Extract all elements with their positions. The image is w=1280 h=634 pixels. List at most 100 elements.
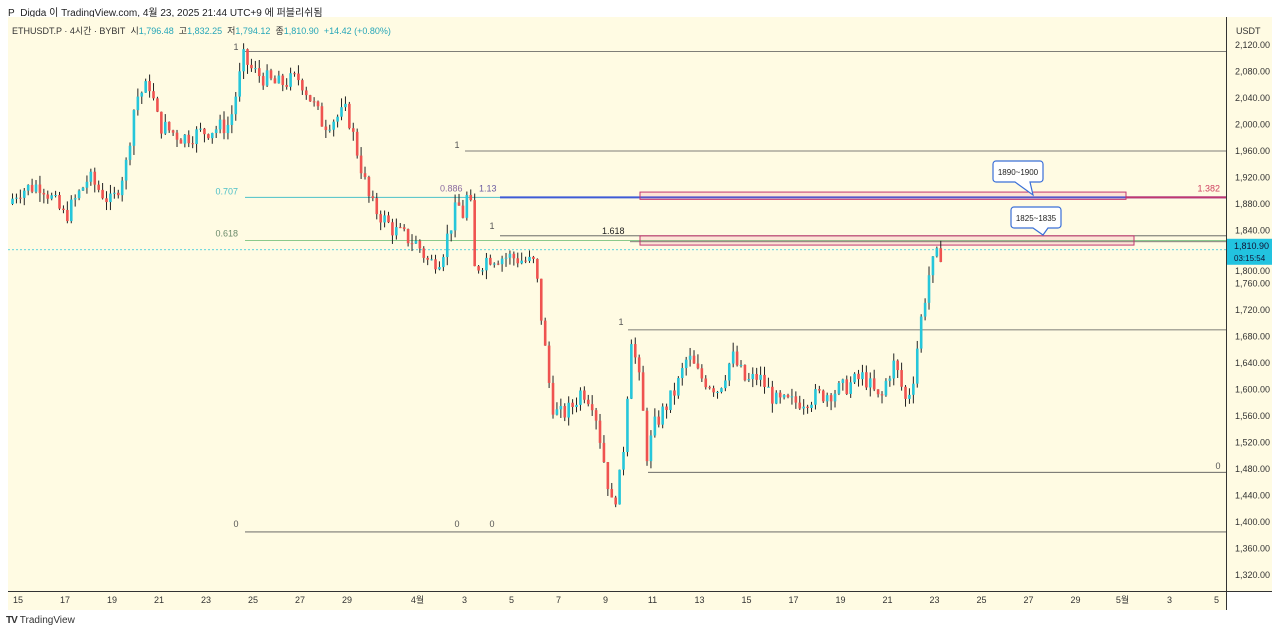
candle-body <box>915 348 919 384</box>
price-tick-label: 1,760.00 <box>1235 279 1270 289</box>
candle-body <box>477 266 480 271</box>
candle-body <box>273 78 277 84</box>
fib-anchor-label: 0 <box>233 519 238 529</box>
candle-body <box>649 435 653 462</box>
price-tick-label: 2,080.00 <box>1235 67 1270 77</box>
candle-body <box>69 199 73 222</box>
target-zone[interactable] <box>639 191 1127 200</box>
candle-body <box>688 355 692 360</box>
candle-body <box>469 194 473 201</box>
candle-body <box>285 85 288 87</box>
candle-body <box>892 360 896 379</box>
candle-body <box>97 184 100 190</box>
candle-body <box>101 189 104 199</box>
candle-body <box>657 416 661 425</box>
candle-body <box>438 267 441 270</box>
candle-body <box>598 420 602 443</box>
price-tick-label: 1,800.00 <box>1235 266 1270 276</box>
candle-body <box>904 386 907 399</box>
price-axis[interactable] <box>1227 17 1272 591</box>
candle-body <box>34 184 38 192</box>
candle-body <box>277 75 281 84</box>
candle-body <box>340 107 343 117</box>
candle-body <box>567 402 570 418</box>
price-tick-label: 1,520.00 <box>1235 438 1270 448</box>
callout-bubble[interactable] <box>1010 206 1062 236</box>
candle-body <box>93 171 97 185</box>
price-tick-label: 1,400.00 <box>1235 517 1270 527</box>
fib-label: 0.707 <box>215 186 238 196</box>
candle-body <box>539 278 543 321</box>
candle-body <box>927 275 931 303</box>
candle-body <box>896 360 899 371</box>
last-price-tag <box>1227 238 1272 265</box>
candle-body <box>156 98 159 112</box>
candle-body <box>857 373 860 380</box>
candle-body <box>132 110 136 146</box>
candle-body <box>160 111 163 134</box>
candle-body <box>316 101 320 107</box>
candle-body <box>673 390 676 396</box>
candle-body <box>395 227 398 236</box>
candle-body <box>473 200 476 267</box>
callout-bubble[interactable] <box>992 160 1044 197</box>
candle-body <box>861 372 864 380</box>
target-zone[interactable] <box>639 235 1135 246</box>
fib-anchor-label: 0 <box>1215 461 1220 471</box>
candle-body <box>301 80 304 91</box>
time-tick-label: 13 <box>694 595 704 605</box>
price-tick-label: 1,440.00 <box>1235 491 1270 501</box>
chart-pane[interactable] <box>8 17 1226 591</box>
candle-body <box>586 399 590 405</box>
time-tick-label: 17 <box>60 595 70 605</box>
candle-body <box>199 128 202 130</box>
candle-body <box>743 364 747 381</box>
candle-body <box>355 131 359 156</box>
candle-body <box>281 75 285 86</box>
fib-anchor-label: 1 <box>454 140 459 150</box>
time-tick-label: 23 <box>201 595 211 605</box>
candle-body <box>747 379 751 381</box>
candle-body <box>939 248 943 262</box>
candle-body <box>923 302 927 317</box>
candle-body <box>148 81 151 92</box>
price-tick-label: 1,720.00 <box>1235 305 1270 315</box>
candle-body <box>759 374 762 380</box>
candle-body <box>724 380 727 389</box>
candle-body <box>344 103 347 108</box>
candle-body <box>716 391 719 393</box>
candle-body <box>579 390 582 405</box>
price-tick-label: 2,000.00 <box>1235 120 1270 130</box>
price-tick-label: 1,880.00 <box>1235 199 1270 209</box>
tradingview-logo[interactable]: TV TradingView <box>6 615 75 626</box>
candle-body <box>912 383 915 395</box>
candle-body <box>547 345 551 383</box>
close-label: 종 <box>275 26 284 36</box>
candle-body <box>379 214 382 223</box>
time-axis[interactable] <box>8 592 1226 610</box>
candle-body <box>532 256 535 259</box>
fib-anchor-label: 1 <box>489 221 494 231</box>
candle-body <box>602 442 606 463</box>
candle-body <box>42 192 46 195</box>
candle-body <box>445 233 449 258</box>
candle-body <box>821 390 825 402</box>
candle-body <box>19 197 22 199</box>
candle-body <box>563 406 567 418</box>
candle-body <box>622 451 625 470</box>
candle-body <box>790 396 794 398</box>
candle-body <box>508 253 512 258</box>
candle-body <box>261 76 265 86</box>
candle-body <box>238 71 241 97</box>
candle-body <box>250 64 253 69</box>
candle-body <box>528 256 531 262</box>
brand-text: TradingView <box>19 615 75 626</box>
candle-body <box>680 368 684 379</box>
fib-label: 1.618 <box>602 226 625 236</box>
candle-body <box>665 406 668 411</box>
candle-body <box>492 263 496 265</box>
high-label: 고 <box>178 26 188 36</box>
symbol-name[interactable]: ETHUSDT.P · 4시간 · BYBIT <box>12 26 126 36</box>
candle-body <box>269 70 273 79</box>
